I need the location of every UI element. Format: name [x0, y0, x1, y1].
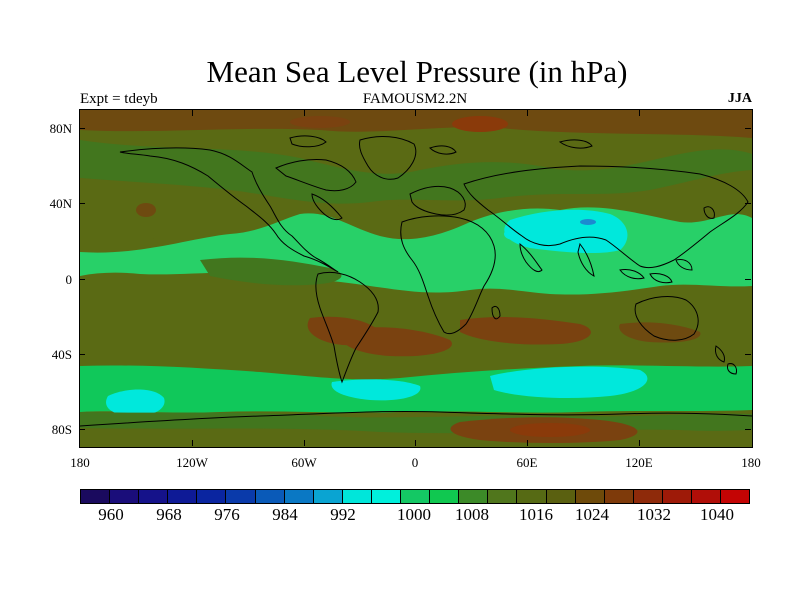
- field-arctic-high: [80, 110, 752, 138]
- x-tick-top: [304, 110, 305, 116]
- experiment-label: Expt = tdeyb: [80, 91, 158, 107]
- y-tick: [79, 203, 85, 204]
- colorbar-label: 1032: [637, 505, 671, 524]
- x-tick-label: 180: [741, 455, 761, 470]
- colorbar-swatch: [139, 490, 169, 503]
- y-tick: [79, 279, 85, 280]
- colorbar-swatch: [546, 490, 576, 503]
- colorbar-label: 1000: [397, 505, 431, 524]
- colorbar-swatch: [517, 490, 547, 503]
- field-north-green-band: [80, 140, 752, 204]
- colorbar-swatch: [110, 490, 140, 503]
- colorbar-swatch: [284, 490, 314, 503]
- field-arctic-brown-spot2: [290, 116, 350, 128]
- field-indian-southern-low: [490, 366, 648, 398]
- x-tick-label: 0: [411, 455, 419, 470]
- colorbar-label: 960: [98, 505, 124, 524]
- x-tick: [304, 440, 305, 446]
- y-tick-right: [745, 128, 751, 129]
- colorbar-label: 976: [214, 505, 240, 524]
- x-tick-top: [192, 110, 193, 116]
- field-east-antarctic-peak: [510, 423, 590, 437]
- y-tick: [79, 354, 85, 355]
- season-label: JJA: [727, 91, 752, 106]
- field-south-atlantic-high: [339, 327, 452, 357]
- field-east-pacific: [200, 257, 342, 286]
- colorbar-swatch: [255, 490, 285, 503]
- colorbar-swatch: [430, 490, 460, 503]
- field-north-pacific-brown: [136, 203, 156, 217]
- y-tick-label: 80N: [49, 121, 72, 136]
- colorbar-swatch: [633, 490, 663, 503]
- field-indian-ocean-high: [460, 317, 591, 345]
- coastlines: [80, 135, 752, 427]
- colorbar-swatch: [575, 490, 605, 503]
- colorbar-label: 1008: [455, 505, 489, 524]
- colorbar-swatch: [604, 490, 634, 503]
- colorbar: [80, 489, 750, 504]
- colorbar-swatch: [313, 490, 343, 503]
- field-arabian-low: [504, 228, 524, 240]
- colorbar-swatch: [168, 490, 198, 503]
- x-tick-label: 60W: [291, 455, 317, 470]
- x-tick-label: 60E: [516, 455, 538, 470]
- field-australia-high: [619, 322, 701, 343]
- y-tick-label: 0: [65, 272, 73, 287]
- field-north-pacific-high: [80, 178, 274, 243]
- colorbar-label: 984: [272, 505, 298, 524]
- field-amundsen-low: [106, 389, 165, 417]
- field-south-atlantic-low: [331, 379, 421, 401]
- y-tick: [79, 429, 85, 430]
- x-tick-top: [639, 110, 640, 116]
- colorbar-swatch: [662, 490, 692, 503]
- y-tick-right: [745, 279, 751, 280]
- x-tick: [192, 440, 193, 446]
- chart-title: Mean Sea Level Pressure (in hPa): [206, 54, 628, 89]
- colorbar-swatch: [197, 490, 227, 503]
- colorbar-label: 1024: [575, 505, 609, 524]
- y-tick-right: [745, 203, 751, 204]
- field-arctic-brown-spot: [452, 116, 508, 132]
- colorbar-swatch: [721, 490, 750, 503]
- colorbar-swatch: [342, 490, 372, 503]
- colorbar-label: 1016: [519, 505, 553, 524]
- colorbar-label: 992: [330, 505, 356, 524]
- model-label: FAMOUSM2.2N: [362, 91, 468, 107]
- x-tick-label: 120W: [176, 455, 208, 470]
- colorbar-swatch: [401, 490, 431, 503]
- field-asian-monsoon-low: [504, 209, 628, 254]
- field-monsoon-core: [580, 219, 596, 225]
- colorbar-swatch: [81, 490, 111, 503]
- y-tick: [79, 128, 85, 129]
- y-tick-label: 80S: [51, 422, 72, 437]
- colorbar-swatch: [488, 490, 518, 503]
- x-tick: [415, 440, 416, 446]
- y-tick-right: [745, 354, 751, 355]
- x-tick: [527, 440, 528, 446]
- colorbar-swatch: [691, 490, 722, 503]
- x-tick: [639, 440, 640, 446]
- y-tick-right: [745, 429, 751, 430]
- colorbar-swatch: [371, 490, 402, 503]
- y-tick-label: 40S: [51, 347, 72, 362]
- colorbar-swatch: [226, 490, 256, 503]
- x-tick-top: [527, 110, 528, 116]
- colorbar-swatch: [459, 490, 489, 503]
- colorbar-label: 968: [156, 505, 182, 524]
- x-tick-label: 120E: [625, 455, 653, 470]
- y-tick-label: 40N: [49, 196, 72, 211]
- x-tick-top: [415, 110, 416, 116]
- pressure-map: [80, 110, 752, 448]
- colorbar-label: 1040: [700, 505, 734, 524]
- x-tick-label: 180: [70, 455, 90, 470]
